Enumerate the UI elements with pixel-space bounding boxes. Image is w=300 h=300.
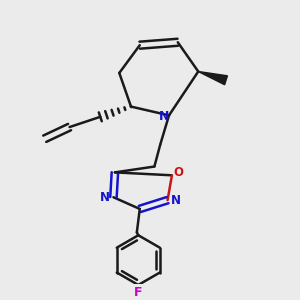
Text: N: N: [171, 194, 181, 207]
Text: N: N: [159, 110, 169, 123]
Text: O: O: [173, 166, 183, 179]
Text: N: N: [100, 191, 110, 204]
Polygon shape: [198, 71, 227, 85]
Text: F: F: [134, 286, 142, 299]
